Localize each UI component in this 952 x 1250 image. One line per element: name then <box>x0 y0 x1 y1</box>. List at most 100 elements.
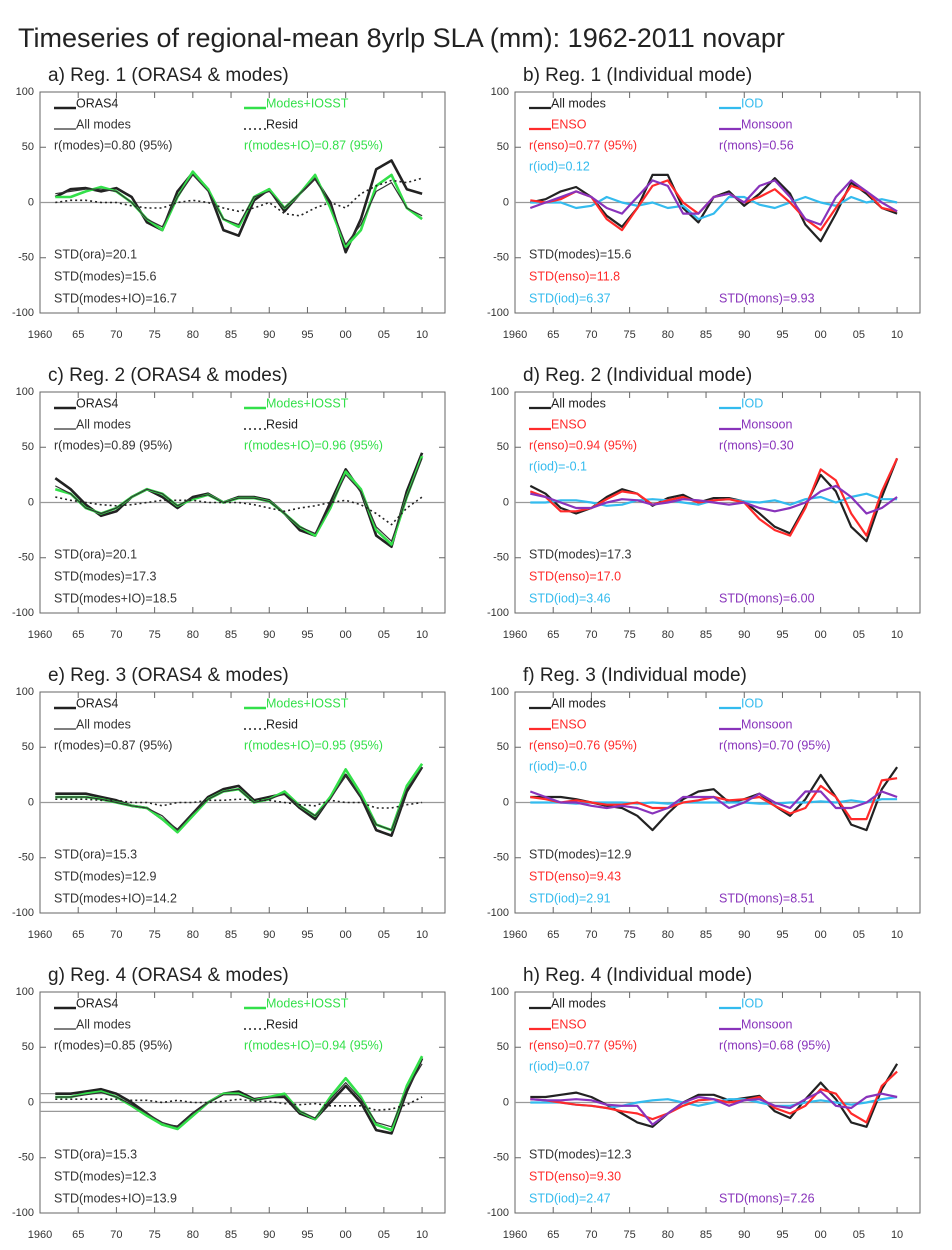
y-tick-label: 0 <box>503 196 509 208</box>
y-tick-label: -50 <box>18 852 34 864</box>
stat-text: STD(modes)=17.3 <box>54 569 157 583</box>
y-tick-label: 100 <box>16 686 34 698</box>
y-tick-label: 100 <box>491 986 509 998</box>
x-tick-label: 00 <box>815 929 827 941</box>
x-tick-label: 70 <box>585 629 597 641</box>
x-tick-label: 70 <box>110 629 122 641</box>
x-tick-label: 00 <box>815 329 827 341</box>
stat-text: r(mons)=0.70 (95%) <box>719 738 831 752</box>
stat-text: STD(modes+IO)=18.5 <box>54 591 177 605</box>
stat-text: STD(modes)=15.6 <box>529 247 632 261</box>
legend-label: All modes <box>76 1017 131 1031</box>
x-tick-label: 10 <box>891 329 903 341</box>
stat-text: STD(iod)=6.37 <box>529 291 611 305</box>
y-tick-label: 50 <box>22 741 34 753</box>
legend-label: Modes+IOSST <box>266 696 349 710</box>
stat-text: STD(enso)=17.0 <box>529 569 621 583</box>
legend-label: ENSO <box>551 117 587 131</box>
stat-text: STD(modes)=12.3 <box>54 1169 157 1183</box>
stat-text: r(modes+IO)=0.87 (95%) <box>244 138 383 152</box>
panel-title: a) Reg. 1 (ORAS4 & modes) <box>48 65 289 86</box>
stat-text: STD(mons)=8.51 <box>719 891 815 905</box>
stat-text: STD(mons)=6.00 <box>719 591 815 605</box>
x-tick-label: 85 <box>700 929 712 941</box>
y-tick-label: -50 <box>493 852 509 864</box>
stat-text: r(enso)=0.76 (95%) <box>529 738 637 752</box>
series-line <box>530 195 898 221</box>
stat-text: STD(ora)=15.3 <box>54 847 137 861</box>
series-line <box>54 452 424 548</box>
stat-text: r(enso)=0.94 (95%) <box>529 438 637 452</box>
stat-text: STD(mons)=7.26 <box>719 1191 815 1205</box>
x-tick-label: 65 <box>547 629 559 641</box>
stat-text: STD(modes+IO)=16.7 <box>54 291 177 305</box>
legend-label: IOD <box>741 96 763 110</box>
stat-text: STD(enso)=9.30 <box>529 1169 621 1183</box>
x-tick-label: 85 <box>700 1229 712 1241</box>
y-tick-label: 50 <box>497 741 509 753</box>
stat-text: r(modes)=0.85 (95%) <box>54 1038 172 1052</box>
x-tick-label: 10 <box>416 929 428 941</box>
x-tick-label: 90 <box>263 629 275 641</box>
stat-text: STD(modes)=15.6 <box>54 269 157 283</box>
x-tick-label: 75 <box>148 329 160 341</box>
stat-text: r(mons)=0.56 <box>719 138 794 152</box>
series-line <box>55 798 423 809</box>
x-tick-label: 70 <box>585 1229 597 1241</box>
stat-text: STD(iod)=3.46 <box>529 591 611 605</box>
x-tick-label: 80 <box>662 629 674 641</box>
y-tick-label: 100 <box>491 86 509 98</box>
stat-text: STD(modes)=17.3 <box>529 547 632 561</box>
x-tick-label: 05 <box>853 329 865 341</box>
x-tick-label: 95 <box>776 1229 788 1241</box>
panel-title: b) Reg. 1 (Individual mode) <box>523 65 752 86</box>
stat-text: r(enso)=0.77 (95%) <box>529 1038 637 1052</box>
y-tick-label: 100 <box>16 986 34 998</box>
legend-label: Modes+IOSST <box>266 996 349 1010</box>
y-tick-label: 50 <box>22 441 34 453</box>
x-tick-label: 00 <box>340 629 352 641</box>
legend-label: Monsoon <box>741 1017 792 1031</box>
stat-text: r(iod)=-0.1 <box>529 459 587 473</box>
series-line <box>55 177 423 217</box>
y-tick-label: 0 <box>28 496 34 508</box>
x-tick-label: 75 <box>623 929 635 941</box>
legend-label: ENSO <box>551 417 587 431</box>
y-tick-label: 0 <box>503 796 509 808</box>
stat-text: r(modes)=0.89 (95%) <box>54 438 172 452</box>
x-tick-label: 70 <box>585 329 597 341</box>
panel-title: h) Reg. 4 (Individual mode) <box>523 965 752 986</box>
series-line <box>530 766 899 832</box>
x-tick-label: 80 <box>662 329 674 341</box>
x-tick-label: 05 <box>378 629 390 641</box>
x-tick-label: 90 <box>263 329 275 341</box>
x-tick-label: 85 <box>700 629 712 641</box>
legend-label: IOD <box>741 696 763 710</box>
x-tick-label: 80 <box>187 929 199 941</box>
y-tick-label: -100 <box>12 307 34 319</box>
x-tick-label: 65 <box>72 929 84 941</box>
series-line <box>529 790 898 815</box>
x-tick-label: 95 <box>301 929 313 941</box>
legend-label: All modes <box>551 96 606 110</box>
x-tick-label: 95 <box>301 1229 313 1241</box>
legend-label: Modes+IOSST <box>266 396 349 410</box>
stat-text: STD(ora)=15.3 <box>54 1147 137 1161</box>
stat-text: r(mons)=0.68 (95%) <box>719 1038 831 1052</box>
x-tick-label: 85 <box>225 929 237 941</box>
x-tick-label: 1960 <box>503 629 527 641</box>
legend-label: Monsoon <box>741 417 792 431</box>
x-tick-label: 00 <box>815 629 827 641</box>
x-tick-label: 75 <box>148 629 160 641</box>
x-tick-label: 65 <box>547 329 559 341</box>
x-tick-label: 95 <box>301 629 313 641</box>
y-tick-label: 50 <box>22 1041 34 1053</box>
series-line <box>55 1057 424 1135</box>
y-tick-label: -50 <box>493 552 509 564</box>
x-tick-label: 1960 <box>503 929 527 941</box>
series-line <box>529 179 898 226</box>
x-tick-label: 90 <box>738 929 750 941</box>
legend-label: All modes <box>551 996 606 1010</box>
x-tick-label: 80 <box>662 1229 674 1241</box>
